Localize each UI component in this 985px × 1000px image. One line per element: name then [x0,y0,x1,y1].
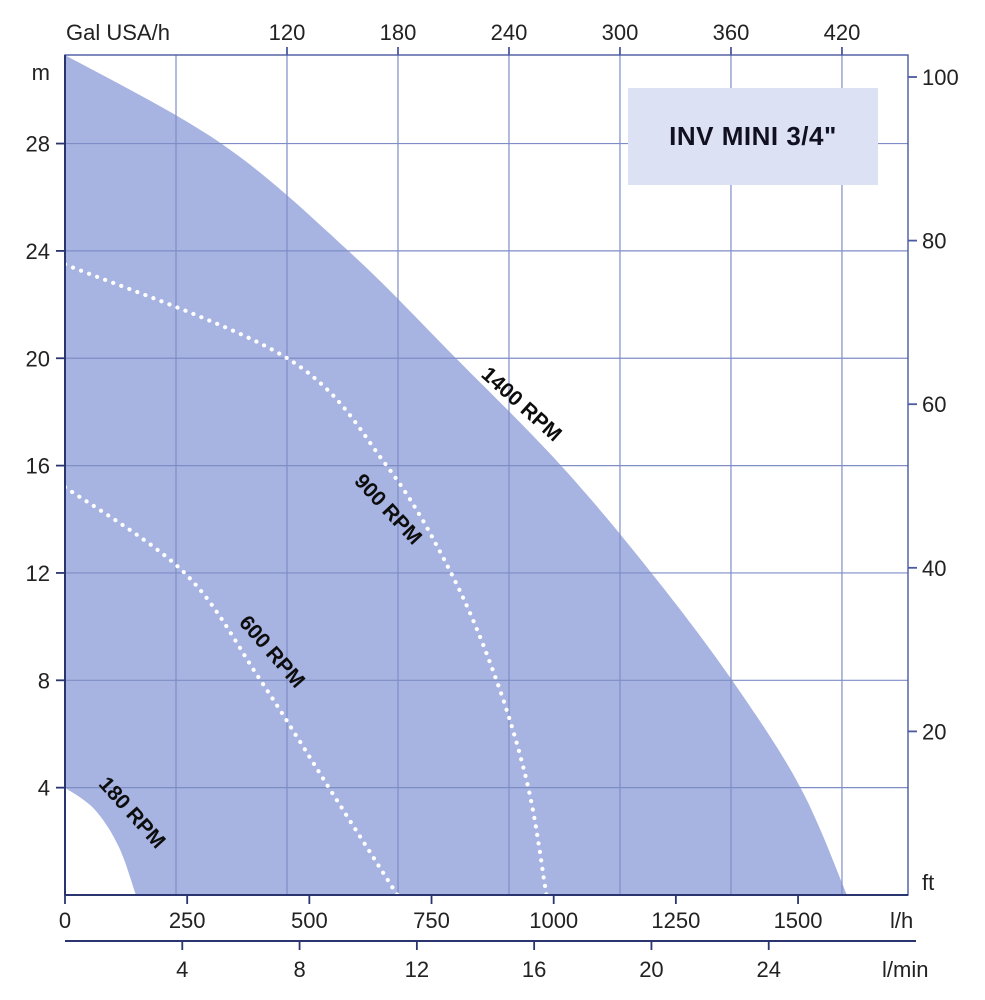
lmin-axis-tick-label: 20 [639,957,663,982]
lmin-axis-tick-label: 8 [293,957,305,982]
rpm-curve-600-rpm [62,485,400,898]
operating-envelope-region [65,55,847,895]
rpm-curve-900-rpm [62,262,549,898]
m-axis-tick-label: 24 [26,239,50,264]
lmin-axis-tick-label: 12 [405,957,429,982]
top-axis-tick-label: 180 [380,20,417,45]
ft-axis-tick-label: 100 [922,65,959,90]
ft-axis-tick-label: 40 [922,556,946,581]
lh-axis-tick-label: 0 [59,908,71,933]
lh-axis-tick-label: 1500 [774,908,823,933]
lh-axis-tick-label: 750 [413,908,450,933]
top-axis-tick-label: 240 [491,20,528,45]
top-axis-tick-label: 420 [824,20,861,45]
top-axis-tick-label: 360 [713,20,750,45]
top-axis-tick-label: 120 [269,20,306,45]
lmin-axis-tick-label: 4 [176,957,188,982]
lh-axis-tick-label: 500 [291,908,328,933]
ft-axis-tick-label: 60 [922,392,946,417]
lh-axis-tick-label: 1000 [529,908,578,933]
m-axis-tick-label: 16 [26,454,50,479]
m-axis-tick-label: 12 [26,561,50,586]
left-axis-unit: m [32,60,50,85]
top-axis-unit: Gal USA/h [66,20,170,45]
m-axis-tick-label: 4 [38,776,50,801]
m-axis-tick-label: 8 [38,668,50,693]
ft-axis-tick-label: 20 [922,719,946,744]
m-axis-tick-label: 20 [26,346,50,371]
model-title-box: INV MINI 3/4" [628,88,878,185]
lmin-axis-unit: l/min [882,957,928,982]
ft-axis-unit: ft [922,870,934,895]
lh-axis-unit: l/h [890,908,913,933]
top-axis-tick-label: 300 [602,20,639,45]
ft-axis-tick-label: 80 [922,229,946,254]
lh-axis-tick-label: 250 [169,908,206,933]
lmin-axis-tick-label: 16 [522,957,546,982]
m-axis-tick-label: 28 [26,132,50,157]
lh-axis-tick-label: 1250 [651,908,700,933]
model-title: INV MINI 3/4" [669,121,837,151]
lmin-axis-tick-label: 24 [756,957,780,982]
